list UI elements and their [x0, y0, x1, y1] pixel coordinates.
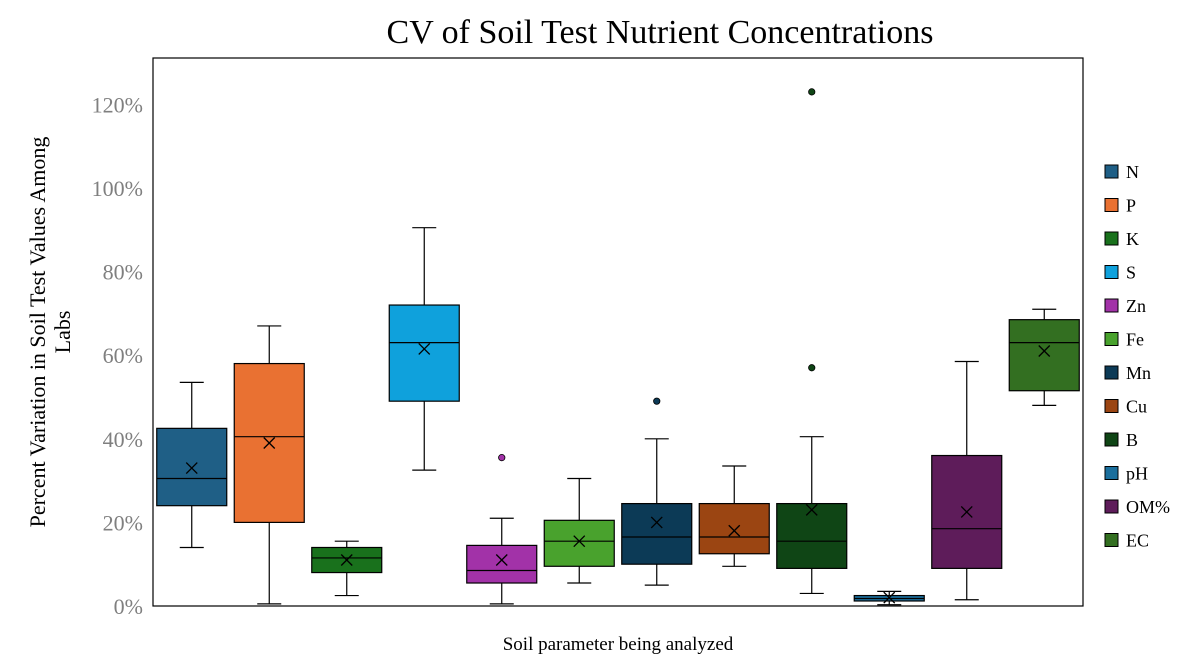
legend-label: Zn [1126, 296, 1146, 316]
legend-swatch [1104, 332, 1119, 346]
box-ec [1008, 308, 1080, 406]
legend-label: S [1126, 263, 1136, 283]
box-iqr [621, 502, 693, 565]
legend-label: K [1126, 229, 1139, 249]
y-tick-label: 100% [92, 176, 143, 201]
mean-marker [1038, 345, 1051, 357]
chart-title: CV of Soil Test Nutrient Concentrations [387, 14, 934, 51]
mean-marker [728, 524, 741, 537]
box-iqr [466, 544, 538, 584]
legend-swatch [1104, 298, 1119, 313]
legend-label: Fe [1126, 330, 1144, 350]
y-tick-label: 80% [103, 260, 143, 285]
mean-marker [650, 516, 663, 529]
x-axis-label: Soil parameter being analyzed [503, 634, 734, 655]
mean-marker [495, 554, 508, 566]
y-tick-label: 20% [103, 510, 143, 535]
legend-label: N [1126, 162, 1139, 182]
box-iqr [776, 502, 848, 569]
legend-swatch [1104, 533, 1119, 547]
mean-marker [340, 554, 353, 566]
box-ph [853, 590, 925, 606]
box-iqr [543, 519, 615, 567]
legend-label: OM% [1126, 497, 1170, 517]
box-s [388, 227, 460, 471]
box-n [156, 381, 228, 549]
y-axis-label: Percent Variation in Soil Test Values Am… [25, 137, 75, 528]
box-p [233, 325, 305, 605]
outlier-point [808, 364, 816, 372]
plot-frame [152, 57, 1084, 607]
y-tick-label: 120% [92, 92, 143, 117]
outlier-point [808, 88, 816, 96]
y-tick-label: 0% [114, 594, 143, 619]
outlier-point [498, 454, 506, 462]
box-iqr [156, 427, 228, 507]
legend-label: Mn [1126, 363, 1151, 383]
legend-label: Cu [1126, 397, 1147, 417]
box-k [311, 540, 383, 597]
box-mn [621, 397, 693, 586]
legend-swatch [1104, 164, 1119, 179]
legend-swatch [1104, 365, 1119, 380]
box-iqr [1008, 319, 1080, 392]
box-zn [466, 454, 538, 605]
box-series [156, 88, 1080, 606]
box-cu [698, 465, 770, 567]
legend-swatch [1104, 399, 1119, 413]
mean-marker [573, 535, 586, 548]
legend-swatch [1104, 432, 1119, 447]
legend-swatch [1104, 466, 1119, 480]
box-iqr [698, 502, 770, 555]
mean-marker [418, 342, 431, 355]
mean-marker [185, 462, 198, 475]
box-b [776, 88, 848, 595]
y-axis-ticks: 0% 20% 40% 60% 80% 100% 120% [92, 92, 143, 619]
legend-swatch [1104, 265, 1119, 279]
outlier-point [653, 397, 661, 405]
legend-swatch [1104, 499, 1119, 514]
mean-marker [805, 503, 818, 516]
y-tick-label: 60% [103, 343, 143, 368]
mean-marker [883, 591, 896, 604]
mean-marker [960, 505, 973, 518]
legend-label: pH [1126, 464, 1148, 484]
legend-swatch [1104, 198, 1119, 212]
legend-label: EC [1126, 531, 1149, 551]
box-iqr [388, 304, 460, 402]
box-om-pct [931, 360, 1003, 601]
legend-swatch [1104, 231, 1119, 246]
box-fe [543, 477, 615, 584]
mean-marker [263, 437, 276, 449]
legend-label: B [1126, 430, 1138, 450]
legend-label: P [1126, 196, 1136, 216]
y-tick-label: 40% [103, 427, 143, 452]
y-axis-label-line-2: Labs [50, 311, 75, 354]
y-axis-label-line-1: Percent Variation in Soil Test Values Am… [25, 137, 50, 528]
